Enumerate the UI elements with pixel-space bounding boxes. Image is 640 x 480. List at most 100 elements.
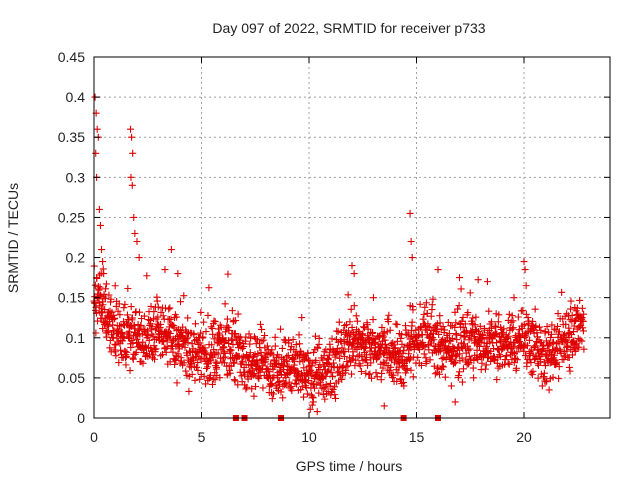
data-point — [534, 361, 542, 369]
data-point — [268, 395, 276, 403]
x-tick-label: 0 — [90, 429, 98, 445]
data-point — [108, 308, 116, 316]
y-axis-label: SRMTID / TECUs — [5, 183, 21, 293]
data-point — [292, 376, 300, 384]
data-point — [378, 323, 386, 331]
data-point — [346, 333, 354, 341]
data-point — [439, 363, 447, 371]
data-point — [547, 333, 555, 341]
data-point — [474, 276, 482, 284]
data-point — [521, 266, 529, 274]
data-point — [336, 354, 344, 362]
data-point — [266, 350, 274, 358]
data-point — [348, 262, 356, 270]
y-tick-label: 0.4 — [66, 89, 86, 105]
data-point — [545, 355, 553, 363]
data-point — [335, 367, 343, 375]
x-tick-label: 5 — [198, 429, 206, 445]
data-point — [201, 344, 209, 352]
data-point — [520, 343, 528, 351]
data-point — [445, 330, 453, 338]
data-point — [329, 372, 337, 380]
data-point — [482, 361, 490, 369]
data-point — [206, 371, 214, 379]
data-point — [154, 303, 162, 311]
data-point — [287, 382, 295, 390]
data-point — [322, 346, 330, 354]
data-point — [568, 311, 576, 319]
data-point — [445, 346, 453, 354]
data-point — [95, 205, 103, 213]
data-point — [570, 328, 578, 336]
data-point — [209, 330, 217, 338]
data-point — [261, 331, 269, 339]
data-point — [393, 377, 401, 385]
data-point — [217, 323, 225, 331]
data-point — [378, 369, 386, 377]
data-point — [309, 398, 317, 406]
data-point — [369, 294, 377, 302]
data-point — [250, 370, 258, 378]
data-point — [390, 341, 398, 349]
data-point — [421, 303, 429, 311]
data-point — [262, 356, 270, 364]
data-point — [133, 238, 141, 246]
data-point — [380, 402, 388, 410]
data-point — [296, 340, 304, 348]
data-point — [157, 352, 165, 360]
data-point — [429, 295, 437, 303]
data-point — [137, 321, 145, 329]
data-point — [522, 332, 530, 340]
axis-ticks: 0 0.05 0.1 0.15 0.2 0.25 0.3 0.35 0.4 0.45 0 5 10 15 2… — [58, 49, 610, 445]
data-point — [461, 320, 469, 328]
data-point — [533, 329, 541, 337]
data-point — [476, 322, 484, 330]
data-point — [205, 284, 213, 292]
data-point — [252, 383, 260, 391]
data-point — [510, 294, 518, 302]
data-point — [270, 373, 278, 381]
data-point — [111, 315, 119, 323]
data-point — [164, 334, 172, 342]
data-point — [268, 380, 276, 388]
data-point — [123, 348, 131, 356]
data-point — [430, 342, 438, 350]
data-point — [448, 335, 456, 343]
data-point — [348, 370, 356, 378]
data-point — [149, 332, 157, 340]
data-point — [162, 348, 170, 356]
data-point — [122, 320, 130, 328]
data-point — [576, 296, 584, 304]
data-point — [113, 334, 121, 342]
data-point — [284, 362, 292, 370]
data-point — [161, 266, 169, 274]
data-point — [102, 280, 110, 288]
data-point — [213, 359, 221, 367]
data-point — [98, 246, 106, 254]
data-point — [494, 364, 502, 372]
data-point — [567, 297, 575, 305]
data-point — [154, 313, 162, 321]
data-point — [219, 354, 227, 362]
data-point — [95, 286, 103, 294]
data-point — [245, 330, 253, 338]
data-point — [265, 368, 273, 376]
data-point — [365, 371, 373, 379]
data-point — [527, 369, 535, 377]
data-point — [564, 329, 572, 337]
data-point — [103, 327, 111, 335]
data-point — [231, 377, 239, 385]
data-point — [166, 358, 174, 366]
y-tick-label: 0.05 — [58, 370, 85, 386]
data-point — [461, 333, 469, 341]
data-point — [277, 370, 285, 378]
data-point — [566, 316, 574, 324]
data-point — [466, 289, 474, 297]
data-point — [412, 326, 420, 334]
data-point — [202, 380, 210, 388]
data-point — [352, 356, 360, 364]
data-point — [228, 307, 236, 315]
data-point — [372, 369, 380, 377]
data-point — [259, 384, 267, 392]
data-point — [194, 359, 202, 367]
